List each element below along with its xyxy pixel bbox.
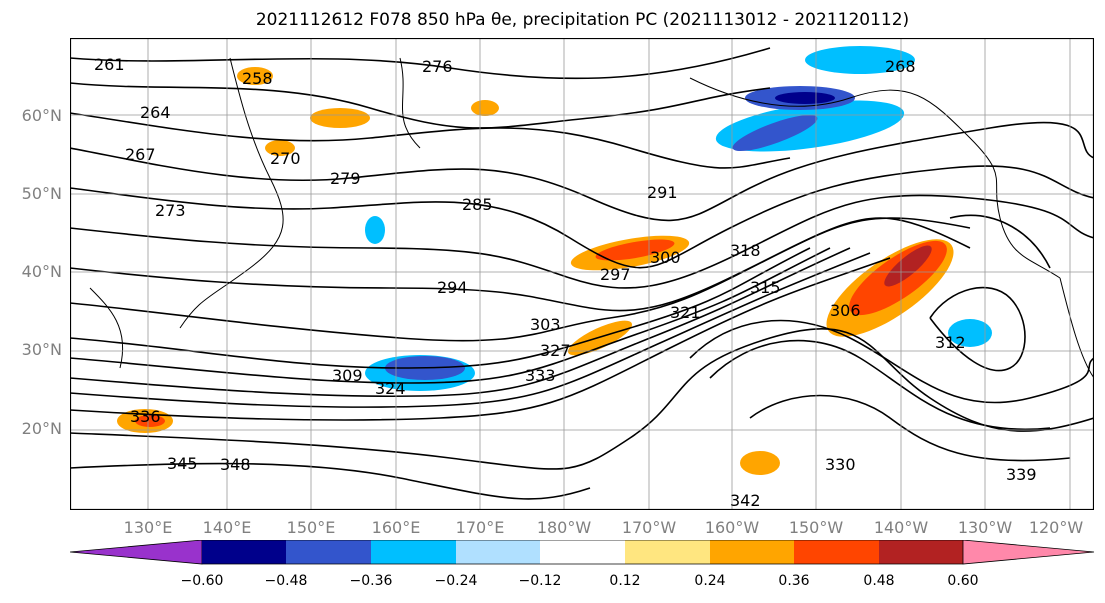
colorbar-tick-label: 0.24: [694, 573, 726, 589]
contour-label: 315: [750, 278, 781, 297]
contour-label: 279: [330, 169, 361, 188]
colorbar-tick-label: 0.12: [609, 573, 641, 589]
lon-label-140w: 140°W: [873, 518, 929, 537]
contour-label: 342: [730, 491, 761, 510]
colorbar-tick-label: 0.36: [778, 573, 810, 589]
contour-label: 273: [155, 201, 186, 220]
contour-label: 321: [670, 303, 701, 322]
map-frame: [70, 38, 1094, 510]
contour-label: 294: [437, 278, 468, 297]
contour-label: 312: [935, 333, 966, 352]
contour-label: 291: [647, 183, 678, 202]
gridlines: [70, 38, 1094, 510]
lon-label-130e: 130°E: [123, 518, 173, 537]
contour-label: 285: [462, 195, 493, 214]
contour-label: 276: [422, 57, 453, 76]
contour-label-group: 261 258 264 267 270 276 268 279 273 285 …: [94, 55, 1037, 510]
lon-label-150w: 150°W: [788, 518, 844, 537]
colorbar-segment: [710, 540, 794, 564]
contour-label: 261: [94, 55, 125, 74]
contour-label: 300: [650, 248, 681, 267]
colorbar-tick-label: 0.48: [863, 573, 895, 589]
contour-label: 348: [220, 455, 251, 474]
contour-label: 303: [530, 315, 561, 334]
lon-label-160e: 160°E: [371, 518, 421, 537]
colorbar-tick-label: −0.48: [264, 573, 308, 589]
lat-label-60n: 60°N: [21, 106, 62, 125]
contour-label: 258: [242, 69, 273, 88]
colorbar-segment: [540, 540, 625, 564]
colorbar-segment: [70, 540, 203, 565]
map-title: 2021112612 F078 850 hPa θe, precipitatio…: [255, 10, 910, 30]
contour-label: 318: [730, 241, 761, 260]
colorbar: [70, 540, 1095, 565]
lon-label-140e: 140°E: [202, 518, 252, 537]
colorbar-tick-label: −0.60: [180, 573, 224, 589]
contour-label: 330: [825, 455, 856, 474]
lat-label-50n: 50°N: [21, 184, 62, 203]
contour-label: 297: [600, 265, 631, 284]
colorbar-segment: [794, 540, 879, 564]
lon-label-160w: 160°W: [704, 518, 760, 537]
contour-label: 309: [332, 366, 363, 385]
lon-label-150e: 150°E: [286, 518, 336, 537]
contour-label: 267: [125, 145, 156, 164]
colorbar-segment: [286, 540, 371, 564]
coastlines: [89, 57, 1094, 379]
colorbar-segment: [962, 540, 1095, 565]
lat-label-30n: 30°N: [21, 340, 62, 359]
contour-label: 264: [140, 103, 171, 122]
lon-label-170e: 170°E: [455, 518, 505, 537]
contour-label: 336: [130, 407, 161, 426]
lon-label-170w: 170°W: [621, 518, 677, 537]
contour-label: 306: [830, 301, 861, 320]
lon-label-120w: 120°W: [1028, 518, 1084, 537]
colorbar-segment: [625, 540, 710, 564]
contour-label: 324: [375, 379, 406, 398]
colorbar-tick-label: −0.36: [349, 573, 393, 589]
map-panel: 261 258 264 267 270 276 268 279 273 285 …: [70, 38, 1094, 510]
colorbar-segment: [456, 540, 540, 564]
colorbar-segment: [879, 540, 963, 564]
contour-label: 333: [525, 366, 556, 385]
colorbar-segment: [202, 540, 286, 564]
lon-label-180w: 180°W: [536, 518, 592, 537]
colorbar-tick-label: −0.12: [518, 573, 562, 589]
lon-label-130w: 130°W: [957, 518, 1013, 537]
contour-label: 327: [540, 341, 571, 360]
contour-label: 345: [167, 454, 198, 473]
colorbar-tick-label: −0.24: [434, 573, 478, 589]
lat-label-20n: 20°N: [21, 419, 62, 438]
lat-label-40n: 40°N: [21, 262, 62, 281]
colorbar-segment: [371, 540, 456, 564]
contour-label: 270: [270, 149, 301, 168]
contour-label: 268: [885, 57, 916, 76]
colorbar-tick-label: 0.60: [947, 573, 979, 589]
theta-e-contours: [70, 47, 1094, 500]
contour-label: 339: [1006, 465, 1037, 484]
